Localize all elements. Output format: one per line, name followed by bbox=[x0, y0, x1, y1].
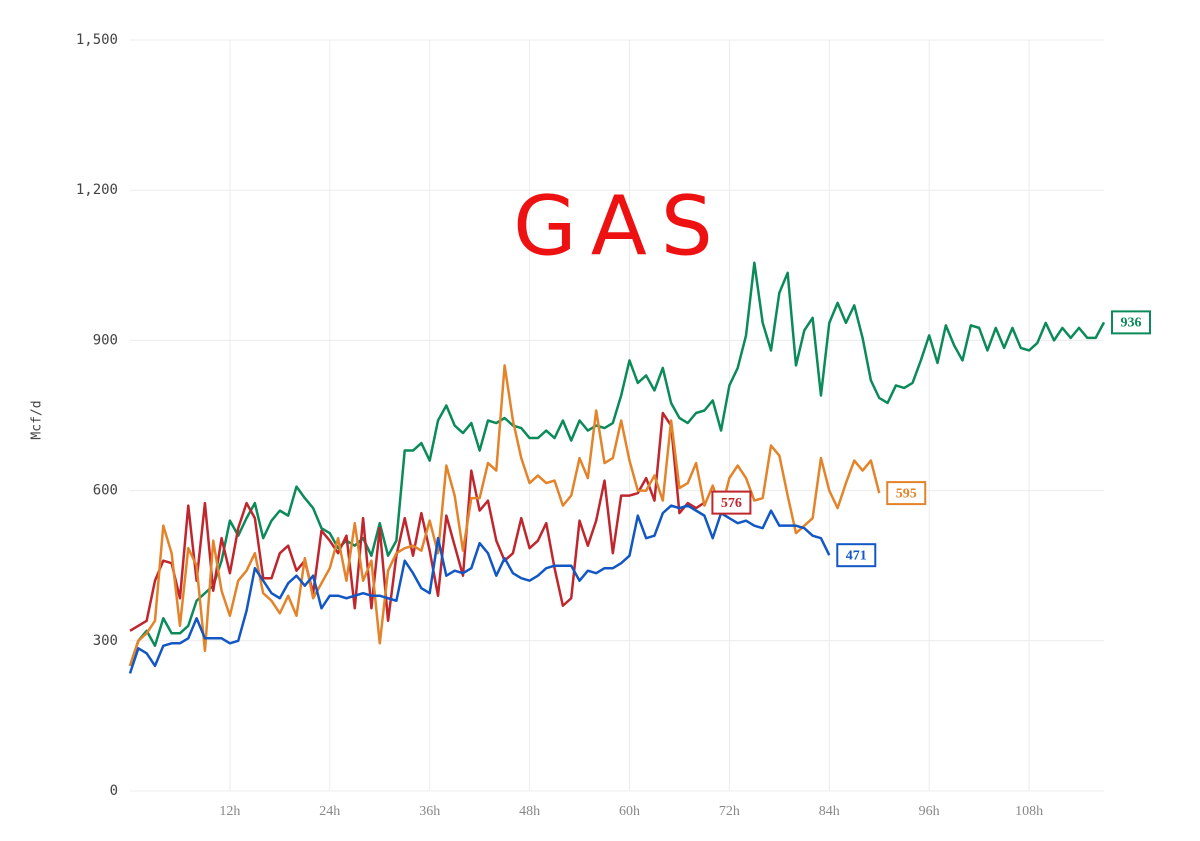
end-label-box bbox=[836, 543, 877, 568]
series-line bbox=[128, 364, 881, 667]
end-label-box bbox=[886, 481, 927, 506]
end-label: 936 bbox=[1121, 316, 1142, 331]
series-line bbox=[128, 261, 1106, 667]
end-label: 471 bbox=[846, 548, 867, 563]
x-tick-label: 72h bbox=[719, 804, 740, 819]
x-tick-label: 60h bbox=[619, 804, 640, 819]
y-tick-label: 300 bbox=[93, 633, 118, 649]
y-tick-label: 0 bbox=[110, 783, 118, 799]
x-tick-label: 96h bbox=[919, 804, 940, 819]
x-tick-label: 36h bbox=[419, 804, 440, 819]
y-tick-label: 600 bbox=[93, 483, 118, 499]
series-line bbox=[128, 504, 831, 674]
y-axis-label: Mcf/d bbox=[30, 400, 45, 439]
y-tick-label: 1,500 bbox=[76, 32, 118, 48]
end-label-box bbox=[711, 490, 752, 515]
series-line bbox=[129, 411, 706, 632]
x-tick-label: 48h bbox=[519, 804, 540, 819]
end-label: 595 bbox=[896, 486, 917, 501]
x-tick-label: 24h bbox=[319, 804, 340, 819]
y-tick-label: 1,200 bbox=[76, 182, 118, 198]
end-label: 576 bbox=[721, 496, 742, 511]
x-tick-label: 12h bbox=[219, 804, 240, 819]
y-tick-label: 900 bbox=[93, 332, 118, 348]
annotation: GAS bbox=[513, 179, 727, 274]
end-label-box bbox=[1111, 310, 1151, 335]
x-tick-label: 108h bbox=[1015, 804, 1043, 819]
x-tick-label: 84h bbox=[819, 804, 840, 819]
